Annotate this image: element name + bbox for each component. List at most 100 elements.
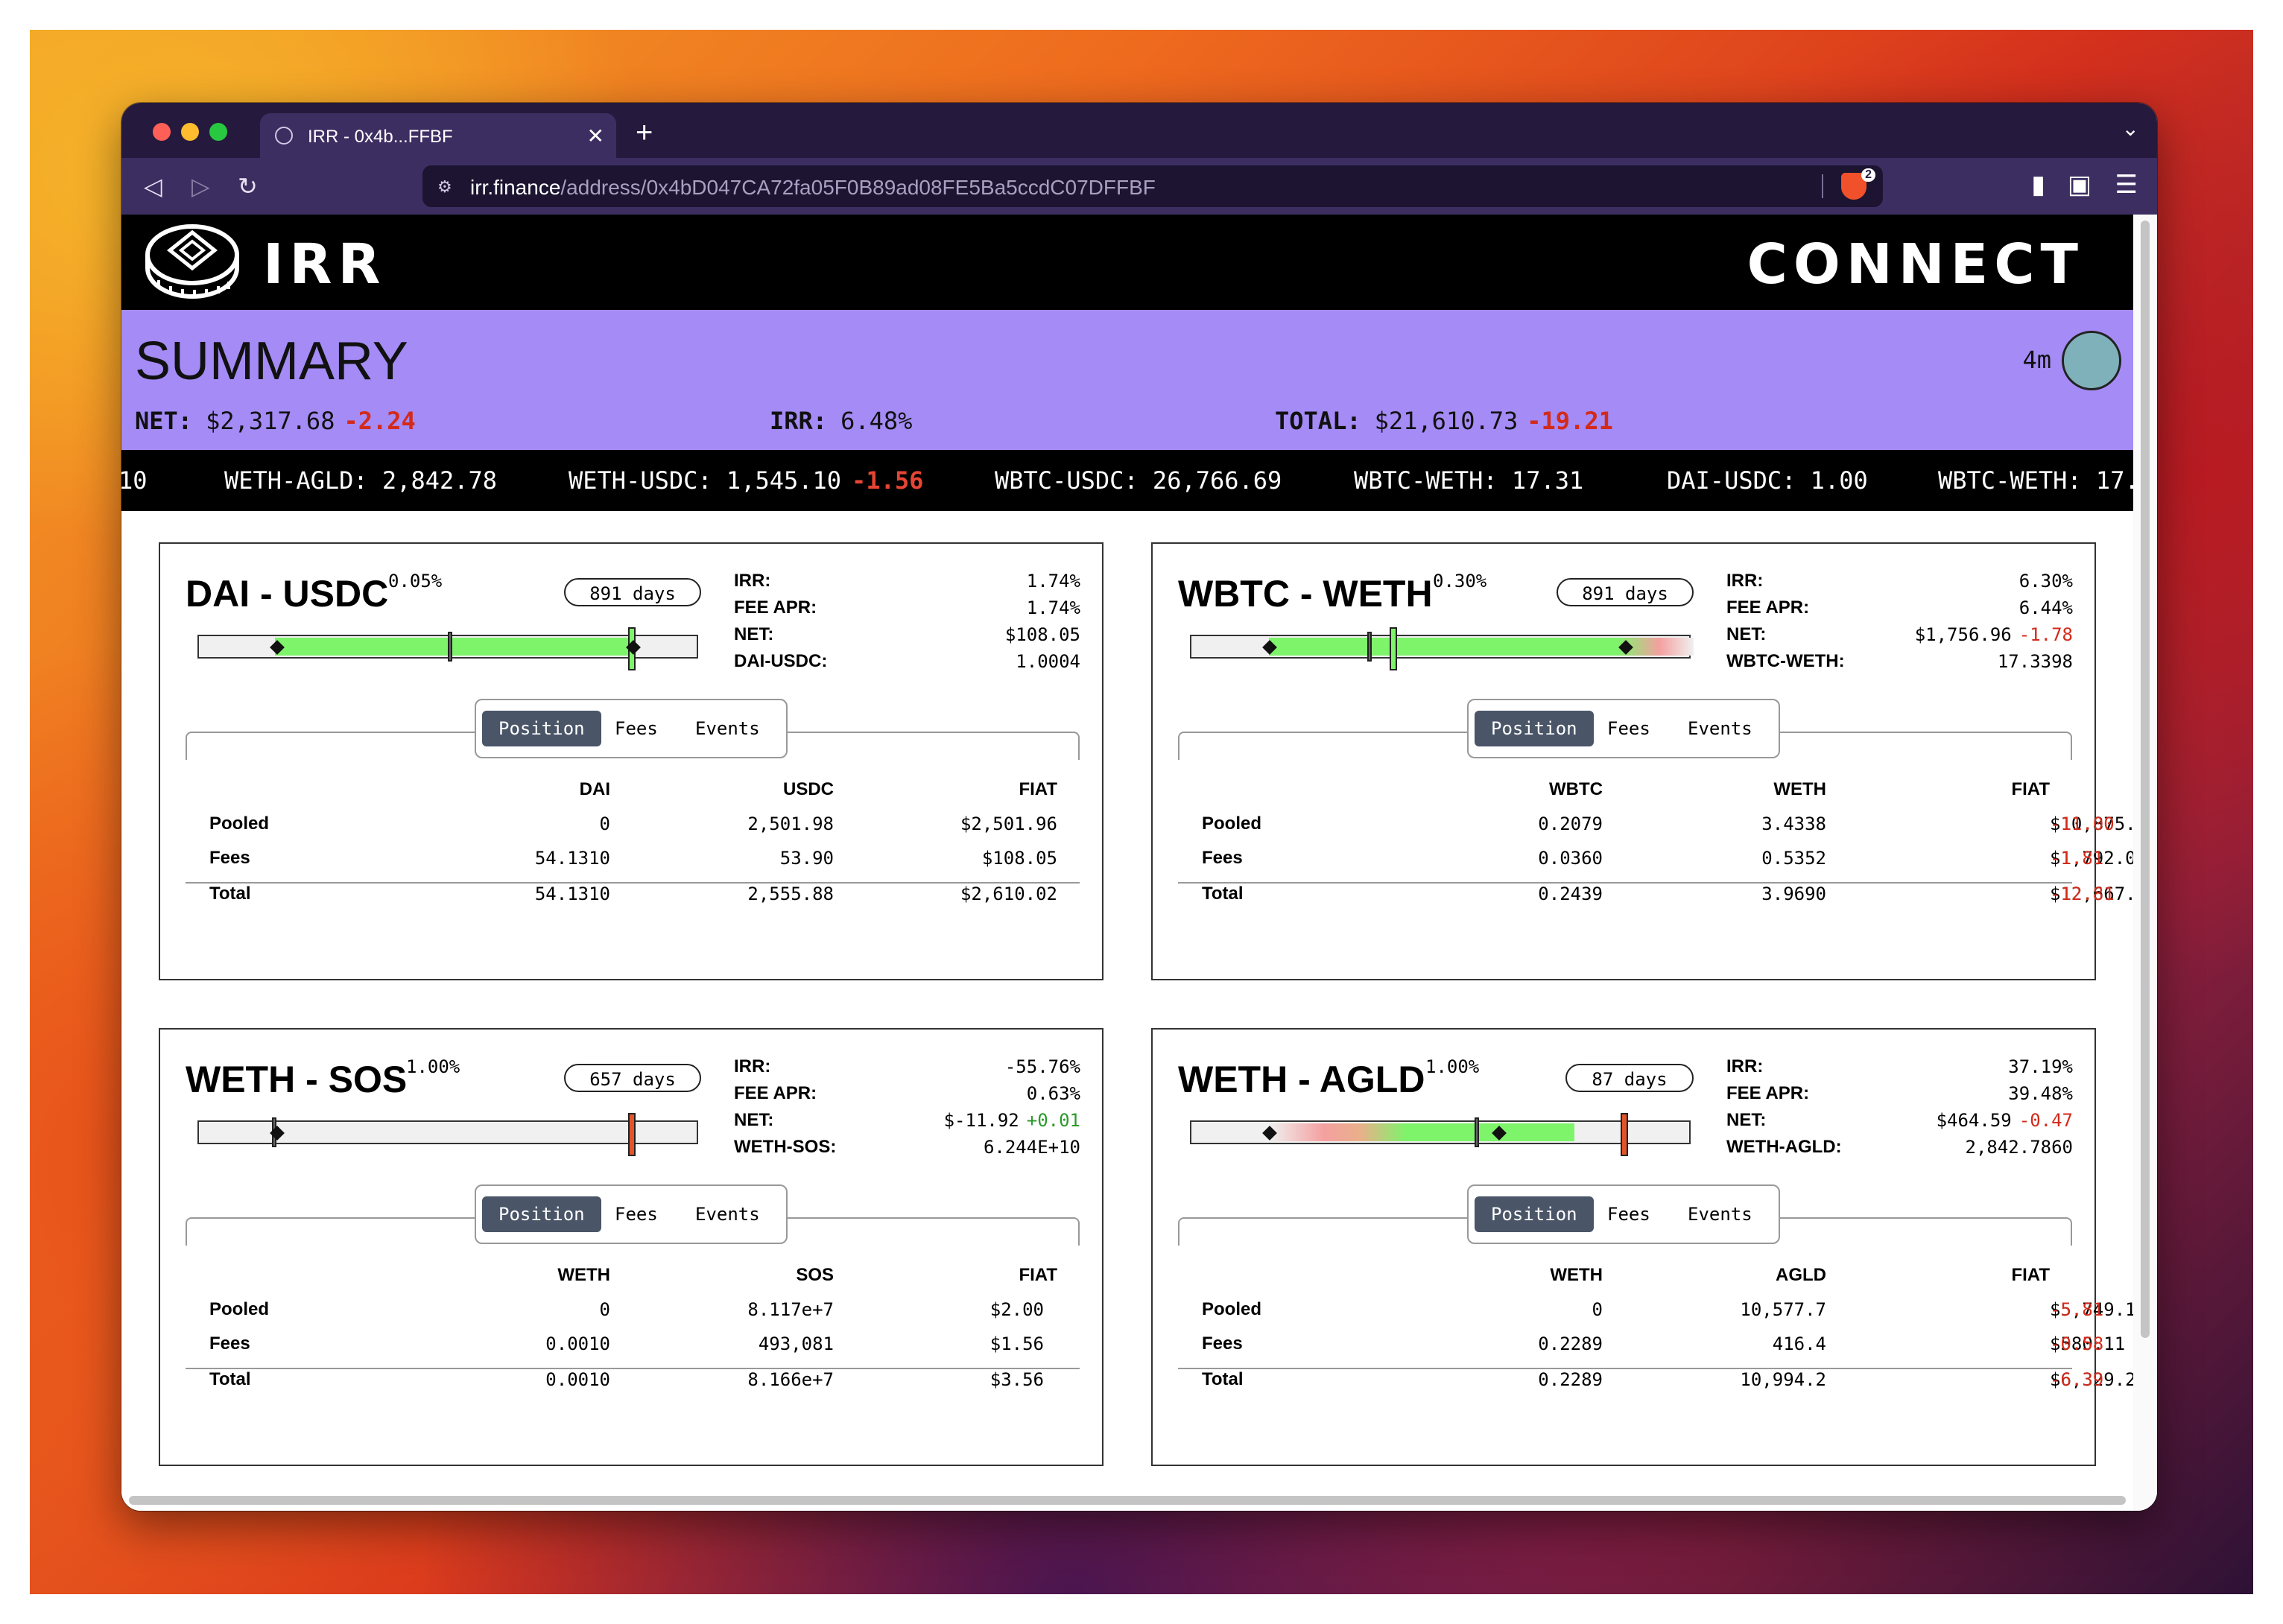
tab-fees[interactable]: Fees [615,1204,658,1225]
tab-position[interactable]: Position [1475,1196,1594,1232]
card-tabs: Position Fees Events [1467,699,1780,758]
table-row: Pooled 0 2,501.98 $2,501.96 [209,813,1057,834]
avatar[interactable] [2062,331,2121,390]
pair-name: WETH - AGLD [1178,1059,1425,1100]
table-row: Fees 0.0010 493,081 $1.56 [209,1333,1044,1354]
range-marker [1475,1117,1479,1147]
pair-name: WBTC - WETH [1178,573,1433,615]
close-window-button[interactable] [153,123,171,141]
shield-count-badge: 2 [1861,168,1875,182]
age-badge: 657 days [564,1064,701,1092]
current-price-marker [1621,1113,1628,1156]
tab-position[interactable]: Position [1475,711,1594,746]
address-bar[interactable]: ⚙ irr.finance/address/0x4bD047CA72fa05F0… [422,165,1883,207]
scrollbar-thumb[interactable] [2141,221,2150,1338]
brand-name[interactable]: IRR [263,232,387,296]
tab-events[interactable]: Events [695,718,760,739]
card-tabs: Position Fees Events [475,699,788,758]
url-text[interactable]: irr.finance/address/0x4bD047CA72fa05F0B8… [470,176,1156,199]
metrics-panel: IRR: 6.30% FEE APR: 6.44% NET: $1,756.96 -1.… [1726,571,2073,672]
table-row: Total 0.0010 8.166e+7 $3.56 [186,1368,1080,1403]
site-settings-icon[interactable]: ⚙ [437,177,452,196]
position-table: DAI USDC FIAT Pooled 0 2,501.98 $2,501.96 Fee… [186,779,1080,918]
card-tabs: Position Fees Events [475,1184,788,1244]
table-row: Fees 54.1310 53.90 $108.05 [209,848,1057,869]
tab-position[interactable]: Position [482,1196,601,1232]
current-price-marker [1390,627,1397,670]
table-row: Fees 0.2289 416.4 $580.11 -0.58 [1202,1333,2126,1354]
site-header: IRR CONNECT [121,215,2133,310]
ticker-item: WBTC-WETH: 17. [1938,466,2133,495]
forward-button[interactable]: ▷ [191,173,210,200]
metrics-panel: IRR: 37.19% FEE APR: 39.48% NET: $464.59 -0.… [1726,1056,2073,1158]
price-range-bar [197,1113,698,1156]
tab-fees[interactable]: Fees [1607,718,1650,739]
fee-tier: 0.05% [388,571,443,591]
position-card: WETH - SOS 1.00% 657 days IRR: -55.76% FE… [159,1028,1103,1466]
url-separator [1822,174,1823,198]
summary-title: SUMMARY [135,332,408,391]
coin-logo-icon [145,224,239,299]
tab-events[interactable]: Events [1688,1204,1752,1225]
minimize-window-button[interactable] [181,123,199,141]
net-stat: NET: $2,317.68 -2.24 [135,407,416,435]
current-price-marker [628,1113,636,1156]
range-marker [448,632,452,662]
card-tabs: Position Fees Events [1467,1184,1780,1244]
price-range-bar [1190,627,1694,670]
wallet-icon[interactable]: ▣ [2067,171,2092,199]
age-badge: 891 days [564,578,701,606]
page-content: IRR CONNECT SUMMARY 4m NET: $2,317.68 -2.2… [121,215,2133,1511]
price-ticker: 10 WETH-AGLD: 2,842.78 WETH-USDC: 1,545.… [121,450,2133,511]
ticker-item: WETH-USDC: 1,545.10 -1.56 [569,466,924,495]
tab-position[interactable]: Position [482,711,601,746]
in-range-fill [275,638,633,656]
browser-toolbar: ◁ ▷ ↻ ⚙ irr.finance/address/0x4bD047CA72… [121,158,2157,215]
tab-list-chevron-icon[interactable]: ⌄ [2121,117,2139,140]
vertical-scrollbar[interactable] [2133,215,2157,1511]
tab-events[interactable]: Events [695,1204,760,1225]
position-table: WETH SOS FIAT Pooled 0 8.117e+7 $2.00 Fees 0.0… [186,1265,1080,1403]
tab-fees[interactable]: Fees [615,718,658,739]
in-range-fill [1269,1123,1574,1141]
tab-title: IRR - 0x4b...FFBF [308,127,453,147]
ticker-item: WETH-AGLD: 2,842.78 [224,466,498,495]
new-tab-button[interactable]: + [636,116,653,149]
position-card: DAI - USDC 0.05% 891 days IRR: 1.74% FEE … [159,542,1103,980]
irr-stat: IRR: 6.48% [770,407,913,435]
position-card: WETH - AGLD 1.00% 87 days IRR: 37.19% FEE… [1151,1028,2133,1466]
price-range-bar [1190,1113,1691,1156]
connect-button[interactable]: CONNECT [1747,232,2084,296]
summary-panel: SUMMARY 4m NET: $2,317.68 -2.24 IRR: 6.48% … [121,310,2133,450]
tab-fees[interactable]: Fees [1607,1204,1650,1225]
menu-icon[interactable]: ☰ [2115,171,2138,199]
back-button[interactable]: ◁ [144,173,162,200]
sidebar-toggle-icon[interactable]: ▮ [2031,171,2045,199]
age-badge: 891 days [1557,578,1694,606]
pair-name: DAI - USDC [186,573,389,615]
zoom-window-button[interactable] [209,123,227,141]
age-badge: 87 days [1565,1064,1694,1092]
browser-tab[interactable]: IRR - 0x4b...FFBF ✕ [260,113,616,158]
close-tab-icon[interactable]: ✕ [586,124,604,148]
price-range-bar [197,627,698,670]
tab-events[interactable]: Events [1688,718,1752,739]
ticker-item: DAI-USDC: 1.00 [1667,466,1868,495]
browser-window: IRR - 0x4b...FFBF ✕ + ⌄ ◁ ▷ ↻ ⚙ irr.fina… [121,103,2157,1511]
ticker-item: WBTC-WETH: 17.31 [1354,466,1584,495]
horizontal-scrollbar[interactable] [129,1496,2126,1505]
metrics-panel: IRR: 1.74% FEE APR: 1.74% NET: $108.05 DAI-… [734,571,1080,672]
table-row: Pooled 0 8.117e+7 $2.00 [209,1299,1044,1320]
ticker-item: 10 [121,466,148,495]
ticker-item: WBTC-USDC: 26,766.69 [995,466,1282,495]
fee-tier: 0.30% [1433,571,1487,591]
reload-button[interactable]: ↻ [238,173,258,200]
brave-shield-icon[interactable]: 2 [1841,168,1875,200]
